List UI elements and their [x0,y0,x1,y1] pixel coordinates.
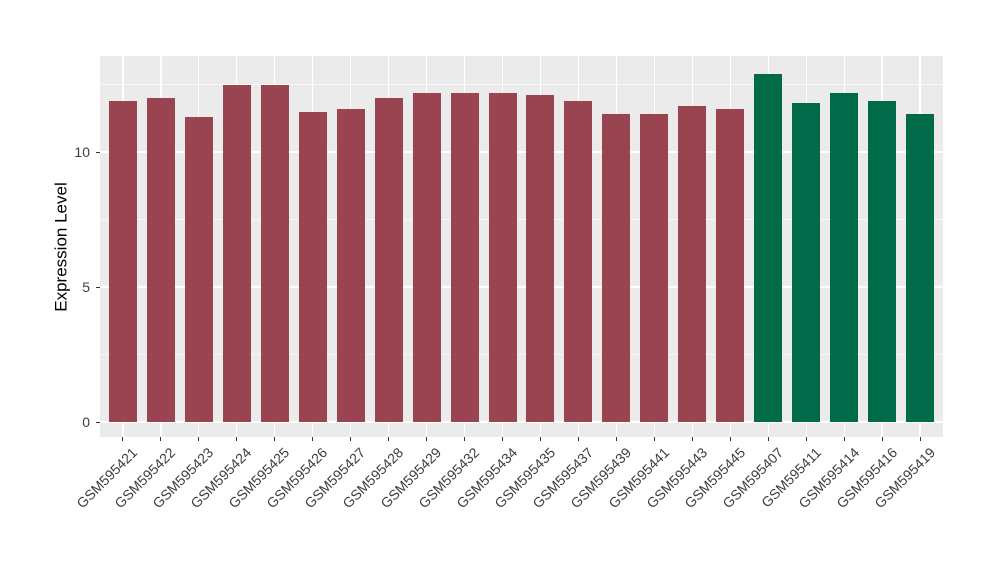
bar-GSM595437 [564,100,593,422]
bar-GSM595435 [526,95,555,422]
bar-GSM595445 [716,108,745,422]
y-axis-title-box: Expression Level [52,56,72,437]
bar-GSM595432 [450,92,479,422]
plot-panel [100,56,943,437]
x-tick-GSM595441 [653,437,655,441]
x-tick-GSM595435 [539,437,541,441]
bar-GSM595429 [412,92,441,422]
x-tick-GSM595424 [236,437,238,441]
x-tick-GSM595425 [274,437,276,441]
x-tick-GSM595426 [312,437,314,441]
bar-GSM595439 [602,114,631,422]
bar-GSM595443 [678,106,707,422]
x-tick-GSM595445 [729,437,731,441]
x-tick-GSM595428 [388,437,390,441]
y-tick-label-0: 0 [82,414,90,430]
bar-GSM595425 [260,84,289,422]
x-tick-GSM595411 [805,437,807,441]
bar-GSM595428 [374,98,403,422]
x-tick-GSM595429 [426,437,428,441]
bar-GSM595441 [640,114,669,422]
y-tick-label-5: 5 [82,279,90,295]
bar-GSM595419 [906,114,935,422]
x-tick-GSM595439 [615,437,617,441]
bar-GSM595422 [146,98,175,422]
y-tick-0 [96,421,100,423]
x-tick-GSM595421 [122,437,124,441]
y-tick-10 [96,151,100,153]
bar-GSM595407 [754,73,783,422]
x-tick-GSM595443 [691,437,693,441]
x-tick-GSM595437 [577,437,579,441]
bar-GSM595414 [830,92,859,422]
bar-GSM595416 [868,100,897,422]
y-tick-5 [96,286,100,288]
x-tick-GSM595414 [843,437,845,441]
y-tick-label-10: 10 [74,144,90,160]
x-tick-GSM595422 [160,437,162,441]
bar-GSM595421 [108,100,137,422]
x-tick-GSM595432 [464,437,466,441]
bar-GSM595424 [222,84,251,422]
x-tick-GSM595416 [881,437,883,441]
x-tick-GSM595419 [919,437,921,441]
x-tick-GSM595427 [350,437,352,441]
x-tick-GSM595434 [502,437,503,441]
bar-GSM595423 [184,116,213,422]
bar-GSM595427 [336,108,365,422]
bar-GSM595411 [792,103,821,422]
bar-GSM595434 [488,92,517,422]
bar-GSM595426 [298,111,327,422]
x-tick-GSM595423 [198,437,200,441]
x-tick-GSM595407 [767,437,769,441]
